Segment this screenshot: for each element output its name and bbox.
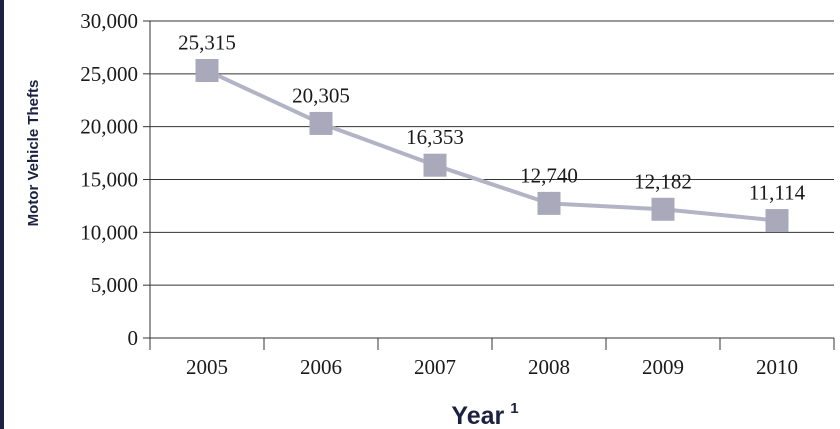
left-border: [0, 0, 4, 429]
x-axis-label: Year 1: [451, 400, 518, 429]
x-tick-label: 2010: [756, 355, 798, 379]
data-label: 20,305: [292, 83, 350, 107]
data-point: [537, 191, 561, 215]
y-tick-label: 15,000: [80, 168, 138, 192]
x-axis-footnote: 1: [510, 400, 518, 417]
data-label: 25,315: [178, 31, 236, 55]
data-point: [765, 209, 789, 233]
data-label: 12,740: [520, 163, 578, 187]
data-label: 12,182: [634, 169, 692, 193]
data-point: [195, 59, 219, 83]
data-point: [309, 111, 333, 135]
y-tick-label: 25,000: [80, 62, 138, 86]
y-axis-label: Motor Vehicle Thefts: [25, 80, 42, 227]
series-line: [206, 68, 778, 223]
x-tick-label: 2008: [528, 355, 570, 379]
x-tick-label: 2005: [186, 355, 228, 379]
x-tick-label: 2007: [414, 355, 456, 379]
data-label: 16,353: [406, 125, 464, 149]
data-point: [423, 153, 447, 177]
x-tick-label: 2009: [642, 355, 684, 379]
data-label: 11,114: [749, 181, 806, 205]
y-tick-label: 30,000: [80, 9, 138, 33]
y-tick-label: 0: [128, 326, 139, 350]
x-axis-title: Year: [451, 402, 504, 429]
y-tick-label: 10,000: [80, 220, 138, 244]
y-tick-label: 20,000: [80, 115, 138, 139]
x-tick-label: 2006: [300, 355, 342, 379]
data-point: [651, 197, 675, 221]
y-tick-label: 5,000: [91, 273, 138, 297]
